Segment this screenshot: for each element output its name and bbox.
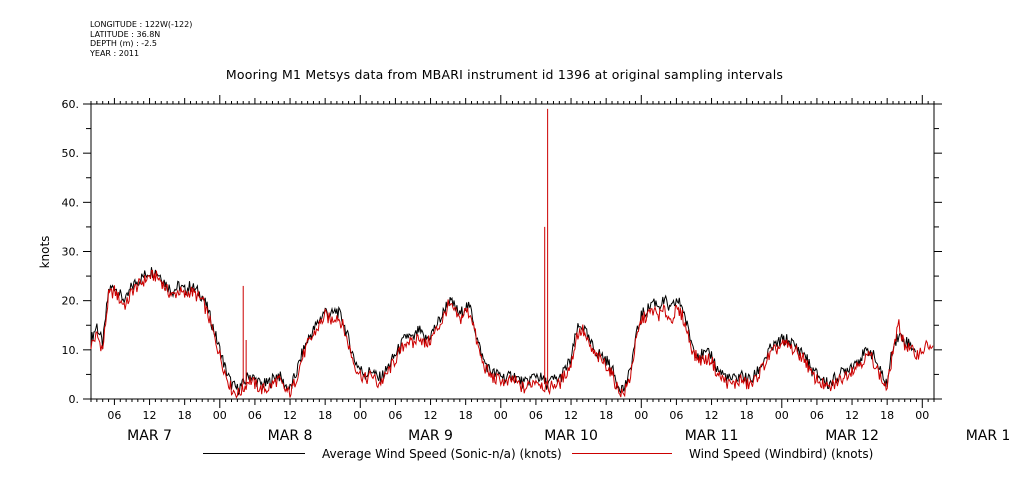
- x-hour-label: 12: [143, 409, 157, 422]
- latitude-label: LATITUDE : 36.8N: [90, 29, 161, 39]
- x-hour-label: 06: [388, 409, 402, 422]
- metadata-block: LONGITUDE : 122W(-122) LATITUDE : 36.8N …: [90, 20, 192, 58]
- x-hour-label: 12: [424, 409, 438, 422]
- x-hour-label: 06: [248, 409, 262, 422]
- x-hour-label: 18: [740, 409, 754, 422]
- longitude-label: LONGITUDE : 122W(-122): [90, 20, 193, 29]
- x-hour-label: 00: [353, 409, 367, 422]
- x-hour-label: 12: [705, 409, 719, 422]
- y-tick-label: 0.: [69, 393, 80, 406]
- x-hour-label: 12: [564, 409, 578, 422]
- y-tick-label: 50.: [62, 147, 80, 160]
- series-layer: [90, 108, 934, 399]
- series-line-windbird: [90, 269, 934, 399]
- y-axis-label: knots: [38, 236, 52, 269]
- legend-label-windbird: Wind Speed (Windbird) (knots): [689, 447, 873, 461]
- x-hour-label: 06: [669, 409, 683, 422]
- x-day-label: MAR 7: [127, 428, 172, 444]
- x-hour-label: 18: [459, 409, 473, 422]
- x-hour-label: 18: [599, 409, 613, 422]
- x-hour-label: 00: [213, 409, 227, 422]
- x-day-label: MAR 13: [966, 428, 1009, 444]
- series-line-sonic: [90, 267, 916, 397]
- x-hour-label: 18: [178, 409, 192, 422]
- y-tick-label: 30.: [62, 246, 80, 259]
- x-hour-label: 06: [107, 409, 121, 422]
- y-tick-label: 10.: [62, 344, 80, 357]
- legend: Average Wind Speed (Sonic-n/a) (knots) W…: [203, 447, 873, 461]
- x-hour-label: 06: [529, 409, 543, 422]
- x-day-label: MAR 10: [544, 428, 598, 444]
- x-hour-label: 00: [775, 409, 789, 422]
- x-day-label: MAR 12: [825, 428, 879, 444]
- legend-label-sonic: Average Wind Speed (Sonic-n/a) (knots): [322, 447, 562, 461]
- x-day-label: MAR 11: [685, 428, 739, 444]
- x-hour-label: 12: [283, 409, 297, 422]
- x-hour-label: 18: [318, 409, 332, 422]
- axis-labels: 0. 10. 20. 30. 40. 50. 60. 06 12 18 00 06 12 18 00 06 12…: [62, 98, 1009, 444]
- y-tick-label: 20.: [62, 295, 80, 308]
- x-hour-label: 12: [845, 409, 859, 422]
- x-day-label: MAR 9: [408, 428, 453, 444]
- x-day-label: MAR 8: [268, 428, 313, 444]
- x-hour-label: 00: [494, 409, 508, 422]
- x-hour-label: 00: [915, 409, 929, 422]
- x-hour-label: 18: [880, 409, 894, 422]
- y-tick-label: 40.: [62, 196, 80, 209]
- x-hour-label: 00: [634, 409, 648, 422]
- axis-ticks: [83, 95, 942, 408]
- year-label: YEAR : 2011: [90, 48, 140, 58]
- y-tick-label: 60.: [62, 98, 80, 111]
- depth-label: DEPTH (m) : -2.5: [90, 39, 157, 48]
- x-hour-label: 06: [810, 409, 824, 422]
- chart-title: Mooring M1 Metsys data from MBARI instru…: [225, 67, 784, 82]
